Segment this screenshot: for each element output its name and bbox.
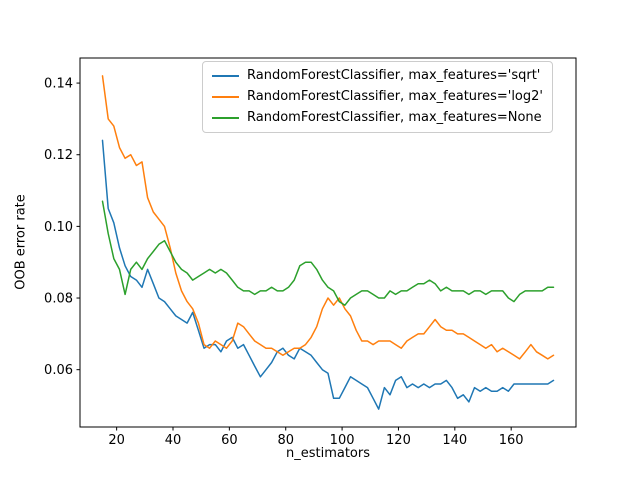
plot-frame xyxy=(79,57,577,428)
y-tick-label: 0.10 xyxy=(44,220,73,235)
y-tick-label: 0.06 xyxy=(44,363,73,378)
legend-label-none: RandomForestClassifier, max_features=Non… xyxy=(247,110,542,125)
legend-line-swatch-sqrt xyxy=(212,74,239,77)
legend-label-sqrt: RandomForestClassifier, max_features='sq… xyxy=(247,68,541,83)
legend-line-swatch-log2 xyxy=(212,95,239,98)
y-axis-label: OOB error rate xyxy=(13,194,29,290)
x-tick-label: 100 xyxy=(330,433,355,448)
x-axis-label: n_estimators xyxy=(285,446,371,461)
legend: RandomForestClassifier, max_features='sq… xyxy=(202,61,553,133)
y-tick-label: 0.14 xyxy=(44,77,73,92)
y-tick-label: 0.08 xyxy=(44,292,73,307)
series-line-1 xyxy=(101,75,555,360)
series-line-0 xyxy=(101,139,555,410)
x-tick-label: 40 xyxy=(165,433,182,448)
x-tick-label: 80 xyxy=(277,433,294,448)
legend-item-log2: RandomForestClassifier, max_features='lo… xyxy=(212,88,543,105)
x-tick-label: 160 xyxy=(499,433,524,448)
x-tick-label: 120 xyxy=(386,433,411,448)
x-tick-label: 60 xyxy=(221,433,238,448)
legend-item-sqrt: RandomForestClassifier, max_features='sq… xyxy=(212,67,543,84)
legend-item-none: RandomForestClassifier, max_features=Non… xyxy=(212,109,543,126)
x-tick-label: 20 xyxy=(108,433,125,448)
legend-line-swatch-none xyxy=(212,116,239,119)
y-tick-label: 0.12 xyxy=(44,148,73,163)
x-tick-label: 140 xyxy=(442,433,467,448)
legend-label-log2: RandomForestClassifier, max_features='lo… xyxy=(247,89,543,104)
series-line-2 xyxy=(101,200,555,306)
